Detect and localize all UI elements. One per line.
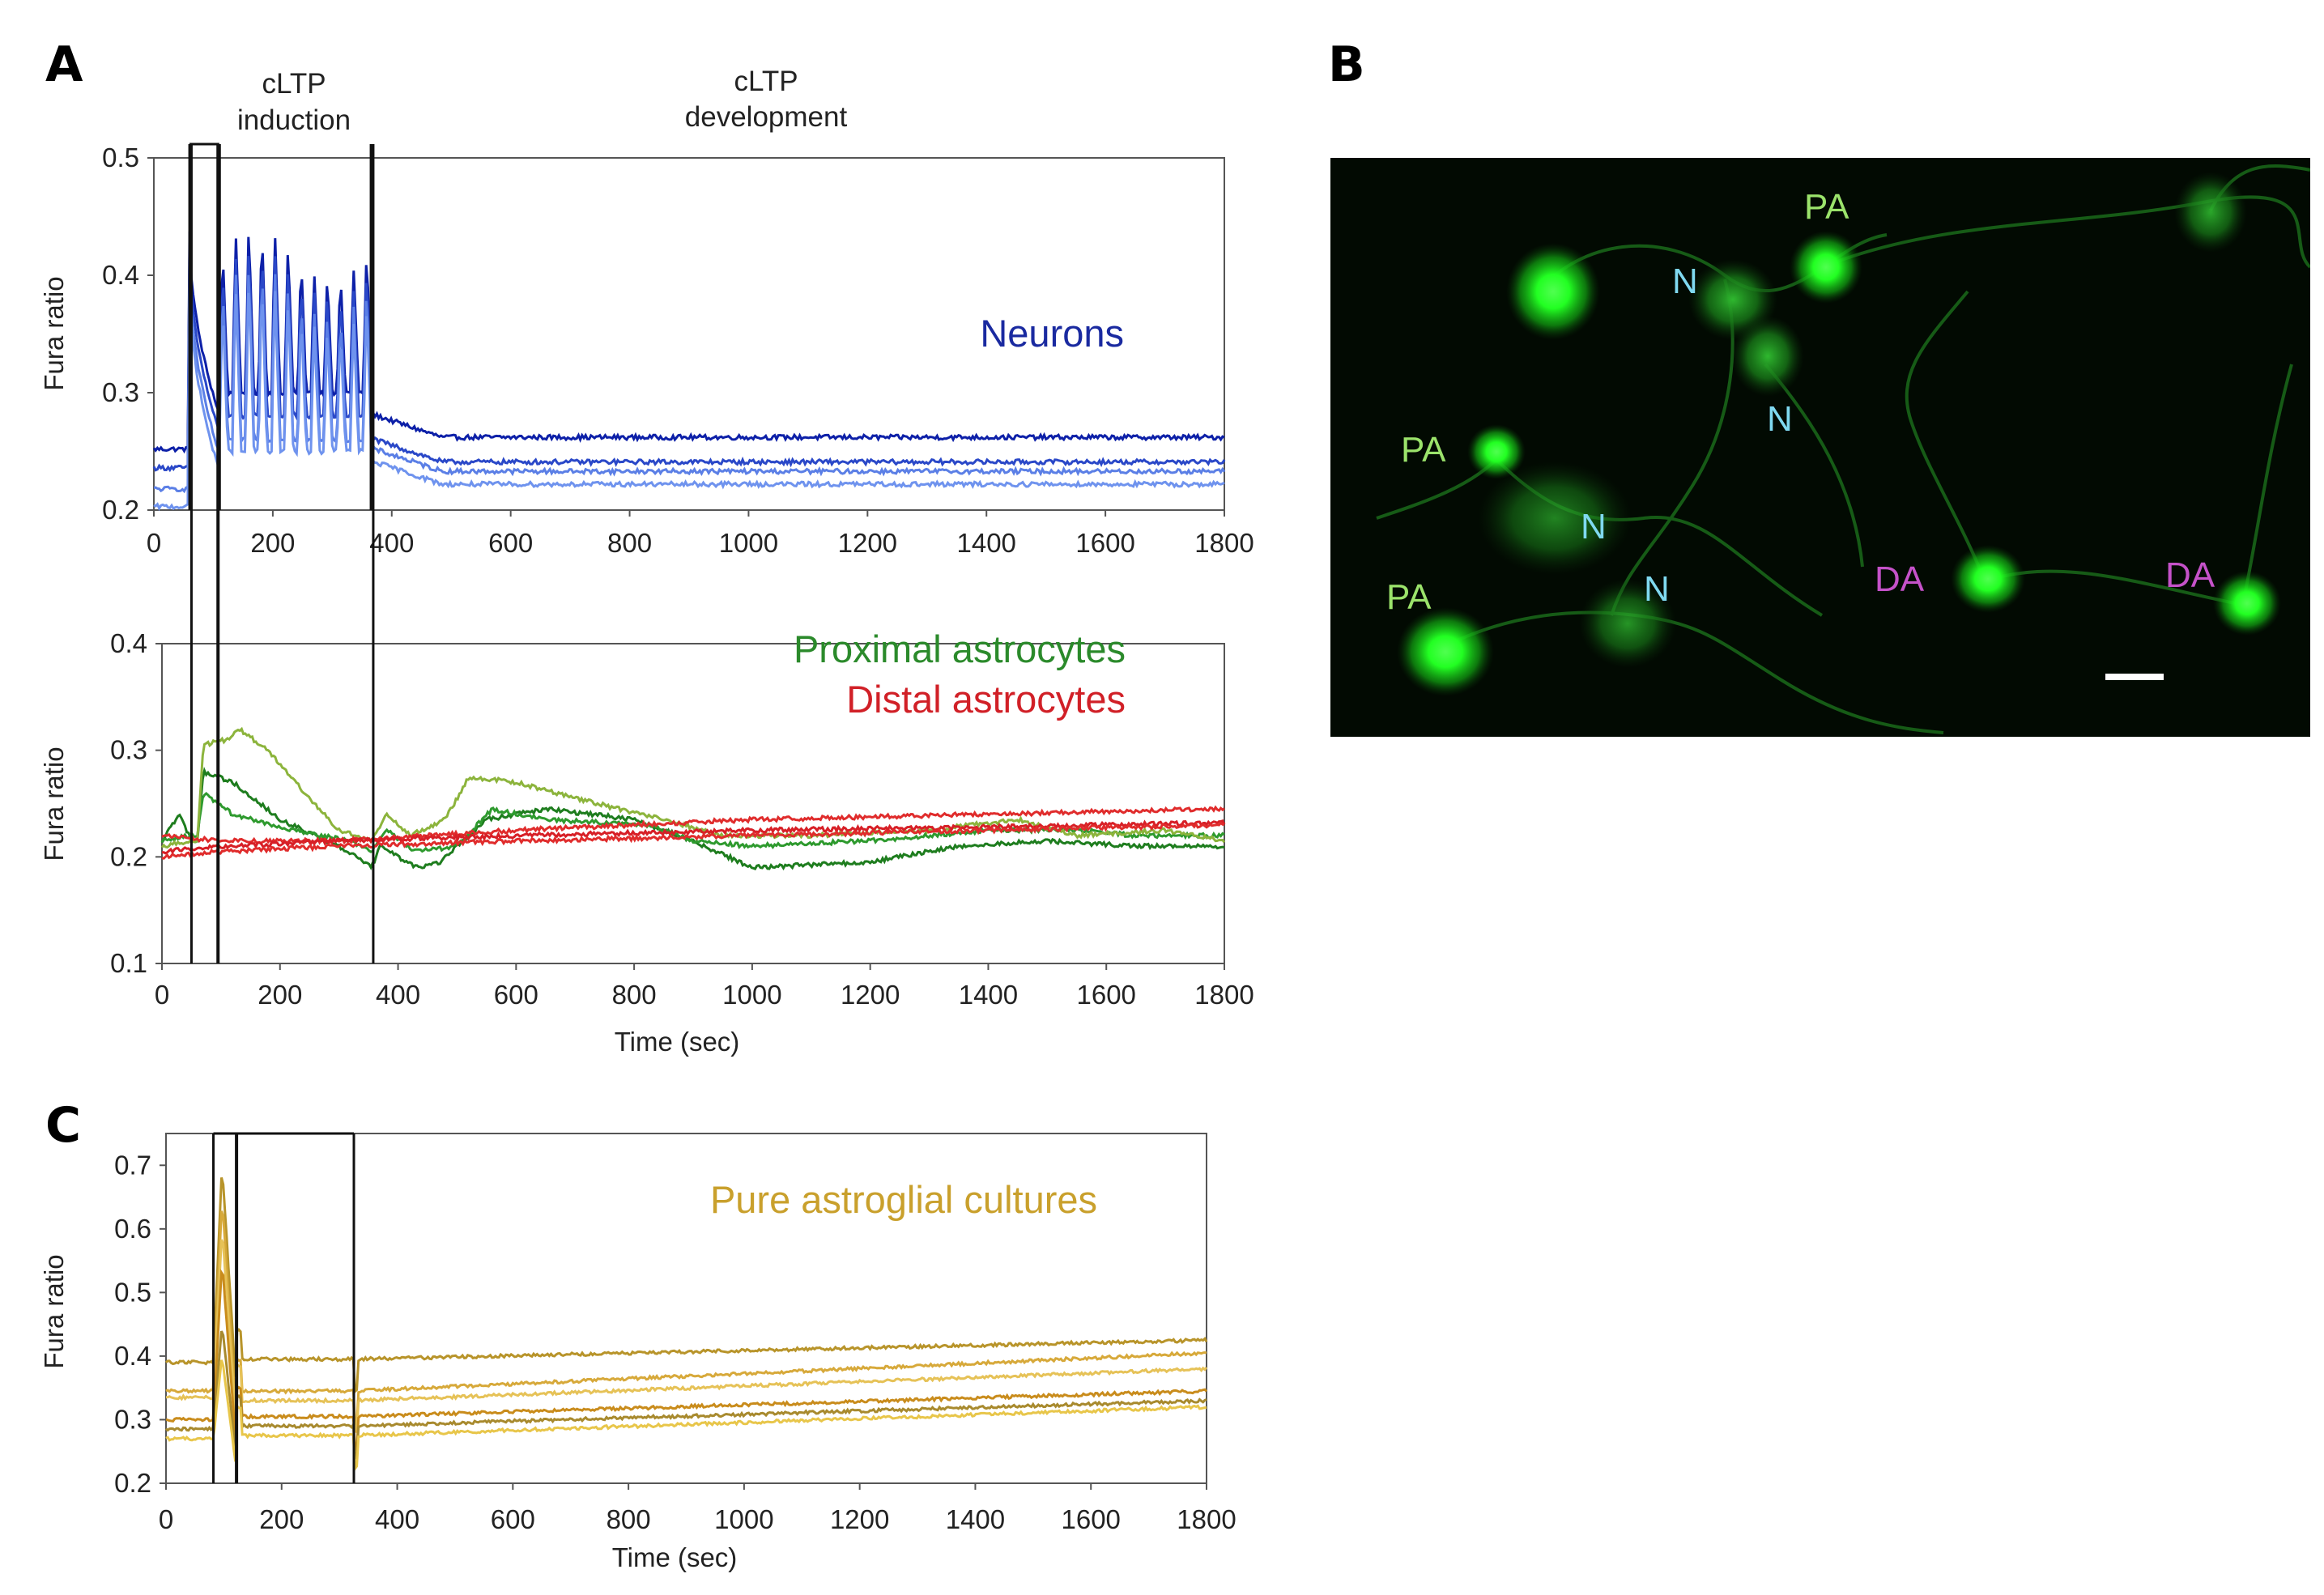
chart-astrocytes: 0 200 400 600 800 1000 1200 1400 1600 18000.10.20… <box>39 144 1254 1057</box>
x-tick-label: 600 <box>494 980 538 1010</box>
process-fiber <box>1905 290 1986 580</box>
x-tick-label: 400 <box>369 528 414 558</box>
cell-soma <box>1951 545 2025 613</box>
x-tick-label: 800 <box>607 528 652 558</box>
cell-label-proximal: PA <box>1804 187 1849 227</box>
x-tick-label: 0 <box>155 980 169 1010</box>
legend-pure-astroglia: Pure astroglial cultures <box>710 1178 1097 1221</box>
series-line <box>161 821 1225 861</box>
induction-header-line1: cLTP <box>262 68 326 100</box>
cell-soma <box>1790 231 1862 304</box>
x-tick-label: 200 <box>259 1504 304 1534</box>
series-line <box>153 275 1225 512</box>
legend-distal: Distal astrocytes <box>846 678 1126 721</box>
series-line <box>165 1210 1207 1426</box>
legend-proximal: Proximal astrocytes <box>794 627 1126 670</box>
y-tick-label: 0.2 <box>114 1468 151 1498</box>
cell-label-distal: DA <box>1875 559 1925 599</box>
x-tick-label: 800 <box>612 980 657 1010</box>
x-tick-label: 1000 <box>722 980 781 1010</box>
induction-header-line2: induction <box>237 104 351 136</box>
cell-soma <box>1579 579 1676 668</box>
y-axis-title: Fura ratio <box>39 276 69 390</box>
y-axis-title: Fura ratio <box>39 1254 69 1368</box>
series-line <box>165 1269 1208 1453</box>
cell-label-neuron: N <box>1644 569 1670 609</box>
y-tick-label: 0.3 <box>110 735 147 765</box>
x-tick-label: 200 <box>250 528 295 558</box>
panel-label-c: C <box>45 1097 81 1154</box>
x-tick-label: 1600 <box>1062 1504 1121 1534</box>
y-tick-label: 0.4 <box>114 1341 151 1371</box>
cell-soma <box>1467 424 1526 479</box>
cell-soma <box>2174 172 2247 253</box>
cell-soma <box>1397 607 1494 696</box>
x-tick-label: 600 <box>488 528 533 558</box>
cell-label-proximal: PA <box>1401 430 1446 470</box>
cell-label-proximal: PA <box>1386 577 1432 617</box>
y-tick-label: 0.2 <box>102 495 139 525</box>
y-tick-label: 0.5 <box>114 1277 151 1307</box>
y-tick-label: 0.2 <box>110 841 147 871</box>
development-header-line1: cLTP <box>734 66 798 97</box>
legend-neurons: Neurons <box>980 312 1124 355</box>
x-tick-label: 200 <box>258 980 302 1010</box>
panel-label-b: B <box>1328 36 1365 93</box>
x-tick-label: 1800 <box>1194 980 1254 1010</box>
x-tick-label: 800 <box>607 1504 651 1534</box>
cell-label-neuron: N <box>1672 262 1698 301</box>
x-tick-label: 1800 <box>1177 1504 1236 1534</box>
x-tick-label: 1000 <box>719 528 778 558</box>
cell-label-neuron: N <box>1767 399 1793 439</box>
x-tick-label: 400 <box>376 980 420 1010</box>
x-axis-title: Time (sec) <box>615 1027 740 1057</box>
x-tick-label: 0 <box>147 528 161 558</box>
panel-label-a: A <box>45 36 83 93</box>
x-tick-label: 1600 <box>1075 528 1134 558</box>
x-tick-label: 600 <box>491 1504 535 1534</box>
cell-soma <box>1731 316 1804 397</box>
x-tick-label: 1200 <box>841 980 900 1010</box>
y-axis-title: Fura ratio <box>39 746 69 861</box>
cell-soma <box>1478 461 1632 575</box>
series-line <box>161 805 1225 845</box>
y-tick-label: 0.4 <box>110 628 147 658</box>
x-tick-label: 1800 <box>1194 528 1254 558</box>
process-fiber <box>1441 610 1944 734</box>
cell-soma <box>1506 243 1600 340</box>
y-tick-label: 0.3 <box>114 1404 151 1434</box>
y-tick-label: 0.7 <box>114 1150 151 1180</box>
x-tick-label: 1400 <box>957 528 1016 558</box>
y-tick-label: 0.6 <box>114 1214 151 1244</box>
chart-pure-astroglia: 0 200 400 600 800 1000 1200 1400 1600 1800 0.2 0.3 0… <box>39 1132 1236 1572</box>
plot-frame <box>153 157 1225 511</box>
series-line <box>165 1359 1207 1473</box>
plot-frame <box>161 643 1225 964</box>
x-tick-label: 0 <box>159 1504 173 1534</box>
x-tick-label: 400 <box>375 1504 419 1534</box>
y-tick-label: 0.4 <box>102 260 139 290</box>
x-tick-label: 1200 <box>830 1504 889 1534</box>
cell-label-distal: DA <box>2165 555 2215 595</box>
plot-frame <box>165 1133 1207 1484</box>
series-line <box>164 1330 1207 1461</box>
x-tick-label: 1600 <box>1077 980 1136 1010</box>
series-line <box>164 1177 1208 1394</box>
x-tick-label: 1400 <box>959 980 1018 1010</box>
chart-neurons: 0 200 400 600 800 1000 1200 1400 1600 1800 0.2 0.3 0… <box>39 142 1254 558</box>
development-header-line2: development <box>685 101 848 133</box>
cell-label-neuron: N <box>1581 507 1607 547</box>
y-tick-label: 0.1 <box>110 948 147 978</box>
cell-soma <box>2213 571 2281 636</box>
x-tick-label: 1000 <box>714 1504 773 1534</box>
y-tick-label: 0.3 <box>102 377 139 407</box>
y-tick-label: 0.5 <box>102 142 139 172</box>
x-tick-label: 1400 <box>946 1504 1005 1534</box>
scale-bar <box>2105 674 2164 680</box>
x-axis-title: Time (sec) <box>612 1542 738 1572</box>
x-tick-label: 1200 <box>838 528 897 558</box>
series-line <box>166 1239 1208 1434</box>
fluorescence-micrograph: PA N N PA N PA N DA DA <box>1330 158 2310 737</box>
